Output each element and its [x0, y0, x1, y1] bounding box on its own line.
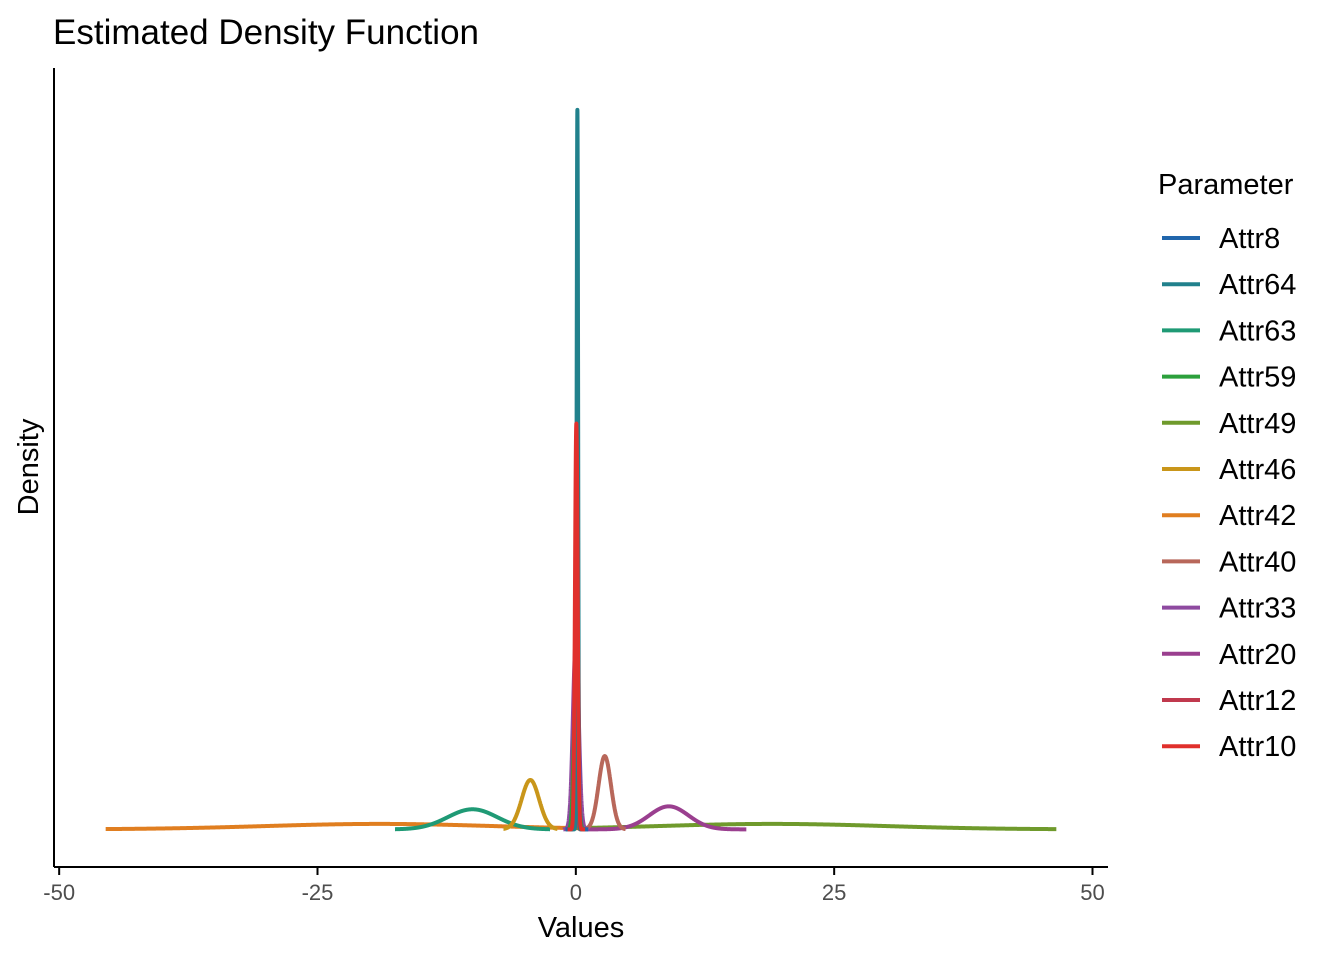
- density-curve-attr40: [582, 754, 628, 832]
- legend-label-attr49: Attr49: [1219, 408, 1296, 440]
- legend-title: Parameter: [1158, 169, 1294, 201]
- density-curve-attr20: [582, 804, 749, 832]
- legend-label-attr63: Attr63: [1219, 315, 1296, 347]
- legend-label-attr46: Attr46: [1219, 454, 1296, 486]
- legend-label-attr64: Attr64: [1219, 269, 1296, 301]
- density-curve-attr10: [565, 421, 588, 832]
- density-curve-attr49: [563, 821, 1059, 832]
- x-axis-ticks: -50 -25 0 25 50: [43, 867, 1105, 905]
- chart-title: Estimated Density Function: [53, 13, 479, 52]
- x-axis-title: Values: [538, 912, 625, 944]
- legend-label-attr12: Attr12: [1219, 685, 1296, 717]
- legend-label-attr10: Attr10: [1219, 731, 1296, 763]
- x-tick-label: 0: [570, 880, 582, 905]
- legend-label-attr8: Attr8: [1219, 223, 1280, 255]
- x-tick-label: 50: [1080, 880, 1104, 905]
- x-tick-label: 25: [822, 880, 846, 905]
- x-tick-label: -50: [43, 880, 75, 905]
- plot-area: [103, 107, 1059, 832]
- legend: Parameter Attr8Attr64Attr63Attr59Attr49A…: [1158, 169, 1296, 763]
- density-curve-attr63: [393, 807, 552, 832]
- density-curve-attr46: [501, 777, 560, 831]
- legend-label-attr42: Attr42: [1219, 500, 1296, 532]
- legend-label-attr40: Attr40: [1219, 546, 1296, 578]
- x-tick-label: -25: [302, 880, 334, 905]
- legend-items: Attr8 Attr64 Attr63 Attr59 Attr49 Attr46 Attr4…: [1162, 223, 1296, 763]
- y-axis-title: Density: [13, 418, 45, 515]
- legend-label-attr33: Attr33: [1219, 593, 1296, 625]
- legend-label-attr20: Attr20: [1219, 639, 1296, 671]
- legend-label-attr59: Attr59: [1219, 362, 1296, 394]
